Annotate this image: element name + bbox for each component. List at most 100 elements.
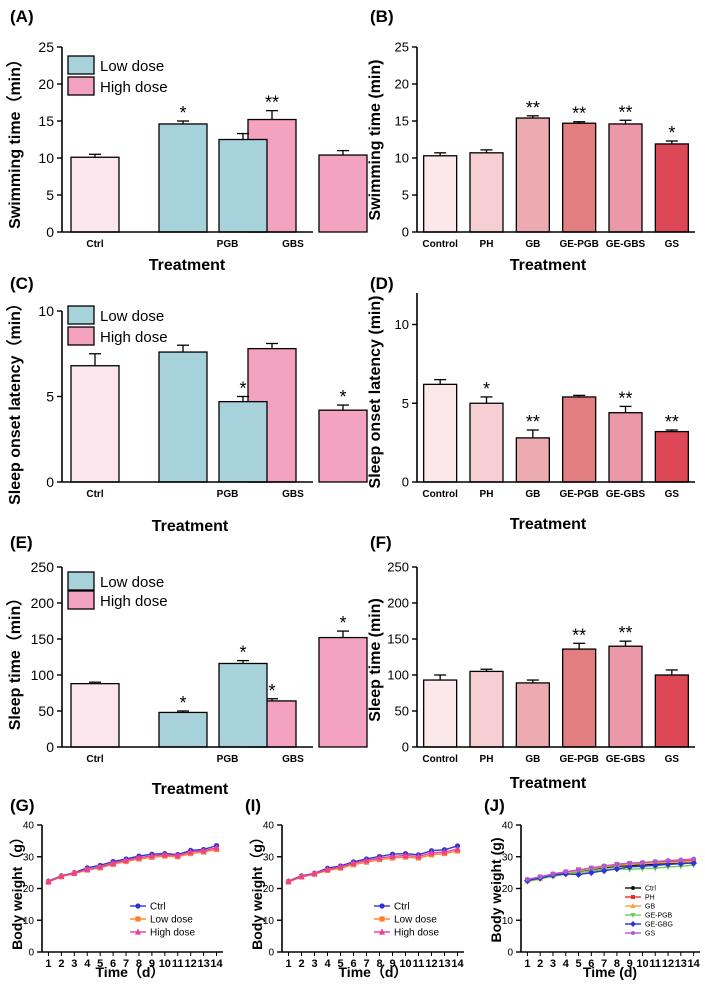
bar (562, 396, 597, 483)
data-point (613, 865, 621, 873)
category-label: Ctrl (86, 489, 103, 500)
panel-label: (D) (370, 274, 394, 293)
data-point (379, 916, 385, 922)
data-point (630, 903, 636, 908)
legend-label: Ctrl (394, 902, 410, 913)
data-point (639, 862, 646, 870)
bar (70, 156, 120, 233)
x-tick-label: 13 (197, 958, 209, 970)
data-point (213, 844, 220, 851)
x-tick-label: 9 (389, 958, 395, 970)
data-point (631, 931, 635, 935)
x-tick-label: 10 (636, 958, 648, 970)
x-tick-label: 5 (337, 958, 343, 970)
data-point (428, 849, 435, 856)
x-tick-label: 2 (537, 958, 543, 970)
bar (608, 123, 643, 233)
legend-swatch (67, 326, 95, 346)
legend-label: GE-GBG (645, 921, 673, 928)
category-label: GE-PGB (559, 489, 598, 500)
y-tick-label: 20 (38, 76, 54, 92)
x-tick-label: 14 (687, 958, 700, 970)
legend-swatch (67, 571, 95, 591)
data-point (587, 869, 595, 877)
significance-label: ** (526, 412, 540, 432)
significance-label: ** (665, 412, 679, 432)
bar (318, 636, 368, 748)
category-label: PGB (217, 239, 239, 250)
y-tick-label: 10 (263, 916, 275, 927)
x-axis-label: Treatment (510, 775, 587, 792)
bar (218, 400, 268, 483)
significance-label: * (339, 613, 346, 633)
x-tick-label: 1 (45, 958, 51, 970)
x-axis-label: Treatment (152, 518, 229, 535)
y-tick-label: 5 (46, 187, 54, 203)
y-tick-label: 20 (395, 77, 409, 92)
x-tick-label: 7 (363, 958, 369, 970)
data-point (298, 872, 305, 880)
y-tick-label: 40 (502, 821, 514, 832)
panel-label: (C) (10, 274, 34, 293)
significance-label: ** (526, 98, 540, 118)
data-point (148, 852, 155, 859)
y-tick-label: 0 (507, 948, 513, 959)
category-label: Control (422, 489, 458, 500)
data-point (389, 852, 396, 860)
panel-label: (I) (245, 796, 261, 815)
x-tick-label: 12 (662, 958, 674, 970)
bar (423, 679, 458, 748)
chart-F: Control PH GB ** GE-PGB ** GE-GBS GS 0 50 100 150 20… (367, 533, 695, 792)
data-point (678, 857, 684, 863)
x-tick-label: 14 (210, 958, 223, 970)
data-point (537, 874, 543, 880)
category-label: GBS (282, 489, 304, 500)
category-label: Control (422, 754, 458, 765)
y-tick-label: 250 (387, 560, 409, 575)
data-point (441, 848, 448, 855)
x-tick-label: 8 (136, 958, 142, 970)
x-tick-label: 12 (185, 958, 197, 970)
series-line (288, 848, 458, 883)
category-label: GB (525, 754, 540, 765)
data-point (454, 845, 461, 852)
data-point (134, 928, 142, 935)
bar (608, 412, 643, 483)
data-point (337, 863, 344, 870)
data-point (631, 895, 635, 899)
y-tick-label: 20 (502, 884, 514, 895)
data-point (376, 854, 383, 861)
category-label: GBS (282, 239, 304, 250)
legend-label: High dose (100, 329, 168, 346)
x-tick-label: 3 (550, 958, 556, 970)
legend-label: PH (645, 894, 655, 901)
data-point (415, 852, 422, 860)
y-axis-label: Swimming time (min) (367, 60, 384, 221)
y-tick-label: 0 (402, 740, 409, 755)
x-tick-label: 7 (123, 958, 129, 970)
x-tick-label: 8 (614, 958, 620, 970)
significance-label: ** (572, 104, 586, 124)
chart-C: Ctrl PGB * * GBS 0 5 10(C) Sleep onset latency（m… (6, 274, 368, 535)
x-axis-label: Treatment (510, 257, 587, 274)
chart-B: Control PH ** GB ** GE-PGB ** GE-GBS * GS 0 5 10 15 20… (367, 7, 695, 274)
bar (423, 383, 458, 483)
legend-swatch (67, 76, 95, 96)
legend-label: High dose (150, 928, 195, 939)
data-point (135, 854, 143, 861)
bar (158, 351, 208, 483)
category-label: GE-PGB (559, 754, 598, 765)
x-tick-label: 1 (285, 958, 291, 970)
bar (469, 152, 504, 233)
bar (654, 143, 689, 233)
data-point (71, 869, 78, 876)
data-point (97, 863, 104, 870)
category-label: PGB (217, 489, 239, 500)
bar (515, 117, 550, 233)
bar (515, 682, 550, 748)
data-point (110, 859, 117, 866)
legend-label: Ctrl (150, 902, 166, 913)
x-tick-label: 6 (588, 958, 594, 970)
bar (608, 645, 643, 748)
